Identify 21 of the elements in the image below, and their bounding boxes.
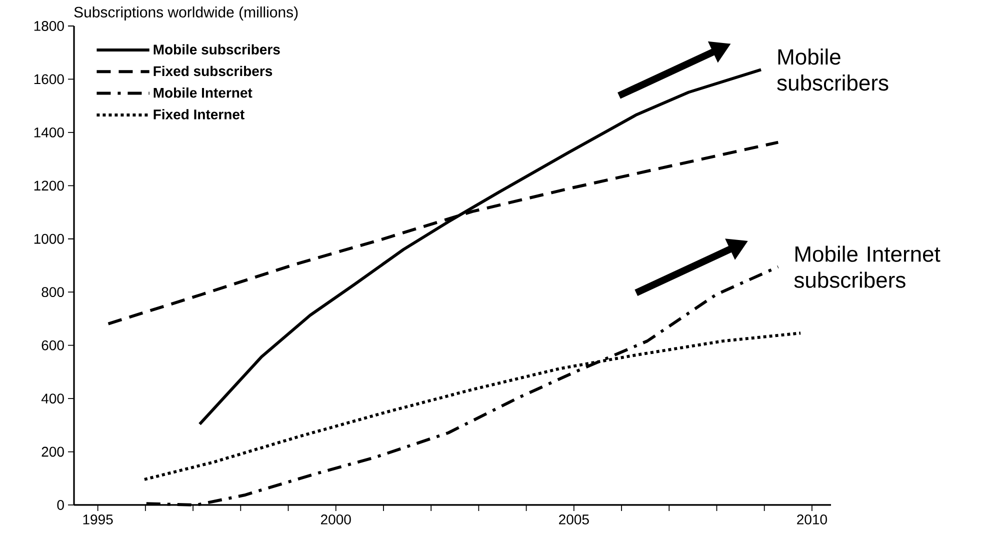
y-tick-label: 800 [42,287,64,298]
x-tick-label: 2010 [797,514,827,524]
y-tick-label: 1600 [34,74,64,84]
y-tick-label: 600 [42,340,64,350]
y-tick-label: 1400 [34,127,64,138]
y-tick-label: 200 [42,446,64,457]
annotation: Mobile subscribers [777,48,888,91]
x-tick-label: 2000 [321,514,351,524]
legend-label: Fixed subscribers [154,66,272,76]
x-tick-label: 2005 [559,514,589,524]
y-tick-label: 1800 [34,21,64,31]
annotation: Mobile Internet subscribers [794,246,940,288]
y-tick-label: 1000 [34,234,64,244]
x-tick-label: 1995 [83,514,113,524]
y-tick-label: 0 [57,500,64,510]
legend-label: Mobile Internet [154,87,252,98]
y-tick-label: 1200 [34,180,64,191]
legend-label: Fixed Internet [154,109,244,120]
legend-label: Mobile subscribers [154,44,280,54]
y-axis-title: Subscriptions worldwide (millions) [74,6,298,20]
y-tick-label: 400 [41,394,64,404]
